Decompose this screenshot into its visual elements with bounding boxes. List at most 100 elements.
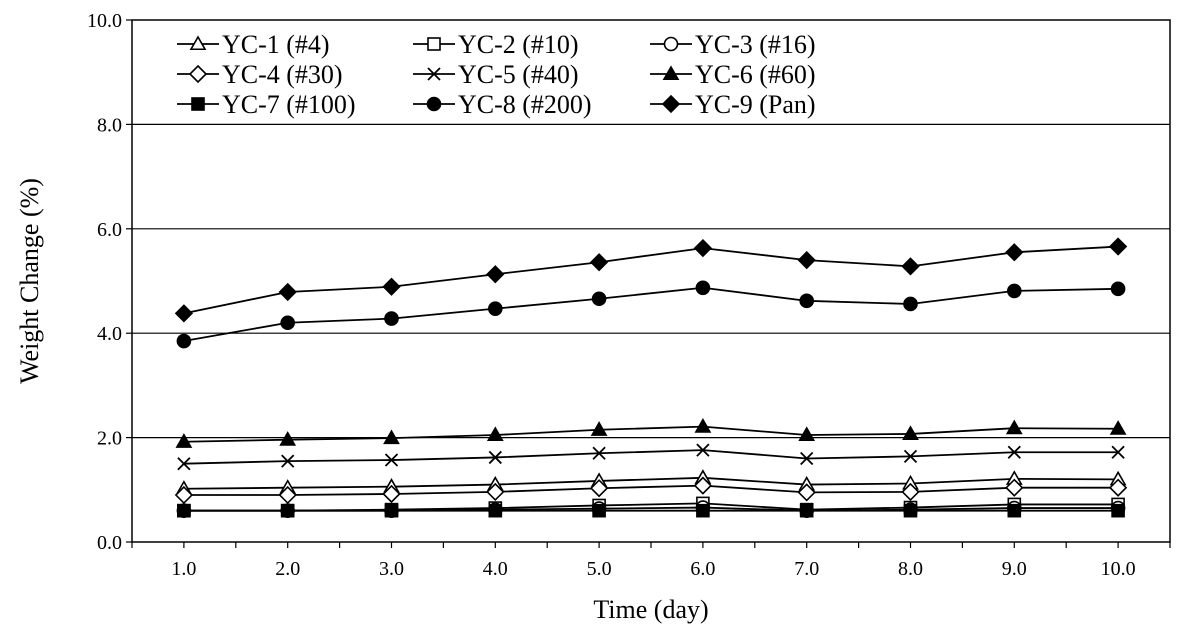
data-point-yc-5-40-5 [592,446,606,460]
series-line-yc-4-30 [183,484,1119,496]
data-point-yc-6-60-1 [175,433,193,448]
series-line-yc-1-4 [183,476,1119,490]
legend-label-yc-1-4: YC-1 (#4) [222,30,330,59]
series-yc-8-200 [176,280,1126,349]
data-point-yc-8-200-10 [1110,281,1126,297]
data-point-yc-8-200-5 [591,291,607,307]
data-point-yc-6-60-10 [1109,420,1127,435]
y-axis-title: Weight Change (%) [15,178,44,384]
data-point-yc-4-30-10 [1108,478,1128,497]
series-yc-6-60 [175,418,1127,448]
legend-label-yc-2-10: YC-2 (#10) [458,30,579,59]
y-tick-label-4: 8.0 [97,114,122,136]
legend-entry-yc-5-40: YC-5 (#40) [413,60,579,89]
series-yc-4-30 [174,476,1128,505]
legend-label-yc-4-30: YC-4 (#30) [222,60,343,89]
y-tick-label-3: 6.0 [97,219,122,241]
x-axis: 1.0 2.0 3.0 4.0 5.0 6.0 7.0 8.0 9.0 10.0 [131,542,1171,580]
series-line-yc-9-pan [183,245,1119,315]
x-tick-label-0: 1.0 [171,558,196,580]
data-point-yc-4-30-6 [693,476,713,495]
legend-label-yc-9-pan: YC-9 (Pan) [695,90,816,119]
data-point-yc-5-40-9 [1007,445,1021,459]
data-point-yc-6-60-7 [798,426,816,442]
x-tick-label-4: 5.0 [587,558,612,580]
legend-entry-yc-4-30: YC-4 (#30) [177,60,343,89]
grid-lines [132,123,1170,439]
data-point-yc-6-60-9 [1005,419,1023,435]
data-point-yc-4-30-5 [589,479,609,498]
data-point-yc-7-100-1 [177,503,191,518]
series-yc-5-40 [177,443,1125,471]
x-tick-label-2: 3.0 [379,558,404,580]
data-point-yc-6-60-3 [383,429,400,445]
x-tick-label-9: 10.0 [1101,558,1136,580]
legend-label-yc-8-200: YC-8 (#200) [458,90,592,119]
data-point-yc-9-pan-6 [693,238,713,258]
data-point-yc-4-30-4 [486,482,505,502]
data-point-yc-5-40-3 [384,453,399,467]
data-point-yc-9-pan-5 [589,253,609,272]
legend-entry-yc-8-200: YC-8 (#200) [413,90,592,119]
legend-marker-yc-7-100 [191,97,205,111]
legend-label-yc-6-60: YC-6 (#60) [695,60,816,89]
series-yc-1-4 [175,469,1127,495]
series-yc-2-10 [177,496,1125,518]
data-point-yc-4-30-3 [382,484,401,504]
legend-entry-yc-9-pan: YC-9 (Pan) [650,90,816,119]
x-tick-label-1: 2.0 [275,558,300,580]
series-yc-3-16 [176,500,1126,518]
series-yc-7-100 [177,503,1125,518]
data-point-yc-5-40-2 [281,454,295,468]
x-axis-title: Time (day) [593,595,708,624]
y-axis: 0.0 2.0 4.0 6.0 8.0 10.0 [87,10,132,554]
data-point-yc-7-100-6 [696,503,710,518]
data-point-yc-8-200-4 [487,301,503,316]
data-point-yc-7-100-5 [592,503,606,518]
data-point-yc-5-40-4 [488,450,502,465]
series-line-yc-5-40 [183,449,1119,465]
data-point-yc-8-200-2 [280,315,296,331]
data-point-yc-6-60-8 [902,425,919,440]
data-point-yc-8-200-7 [799,293,815,309]
data-point-yc-8-200-9 [1006,283,1022,299]
y-tick-label-2: 4.0 [97,323,122,345]
data-point-yc-5-40-1 [177,457,191,471]
data-point-yc-9-pan-7 [797,250,816,270]
y-tick-label-0: 0.0 [97,532,122,554]
legend-label-yc-5-40: YC-5 (#40) [458,60,579,89]
legend-marker-yc-4-30 [188,64,208,84]
data-point-yc-6-60-2 [279,431,297,446]
data-point-yc-9-pan-9 [1005,243,1024,262]
legend-marker-yc-8-200 [426,96,442,112]
data-point-yc-9-pan-3 [382,277,401,296]
legend: YC-1 (#4) YC-2 (#10) YC-3 (#16)YC-4 (#30) Y… [177,30,816,119]
data-point-yc-4-30-1 [174,485,194,505]
series-line-yc-6-60 [183,425,1119,443]
data-point-yc-6-60-6 [694,418,712,433]
data-point-yc-7-100-7 [799,503,814,518]
data-point-yc-7-100-2 [280,503,295,518]
data-point-yc-8-200-3 [384,311,399,326]
data-point-yc-9-pan-2 [278,282,297,302]
data-point-yc-5-40-8 [903,449,918,464]
data-point-yc-7-100-10 [1111,503,1125,518]
data-point-yc-4-30-8 [901,482,920,502]
legend-marker-yc-9-pan [661,94,681,114]
x-tick-label-7: 8.0 [898,558,923,580]
legend-entry-yc-6-60: YC-6 (#60) [650,60,816,89]
series-line-yc-8-200 [183,286,1119,342]
legend-label-yc-3-16: YC-3 (#16) [695,30,816,59]
legend-marker-yc-5-40 [427,67,441,81]
legend-entry-yc-3-16: YC-3 (#16) [650,30,816,59]
data-point-yc-7-100-3 [384,503,399,518]
data-point-yc-9-pan-1 [174,304,194,323]
data-point-yc-6-60-4 [486,426,504,442]
series-yc-9-pan [174,237,1128,323]
data-point-yc-5-40-7 [800,451,814,466]
legend-marker-yc-3-16 [663,36,679,52]
legend-label-yc-7-100: YC-7 (#100) [222,90,356,119]
data-point-yc-6-60-5 [590,421,608,436]
x-tick-label-3: 4.0 [483,558,508,580]
